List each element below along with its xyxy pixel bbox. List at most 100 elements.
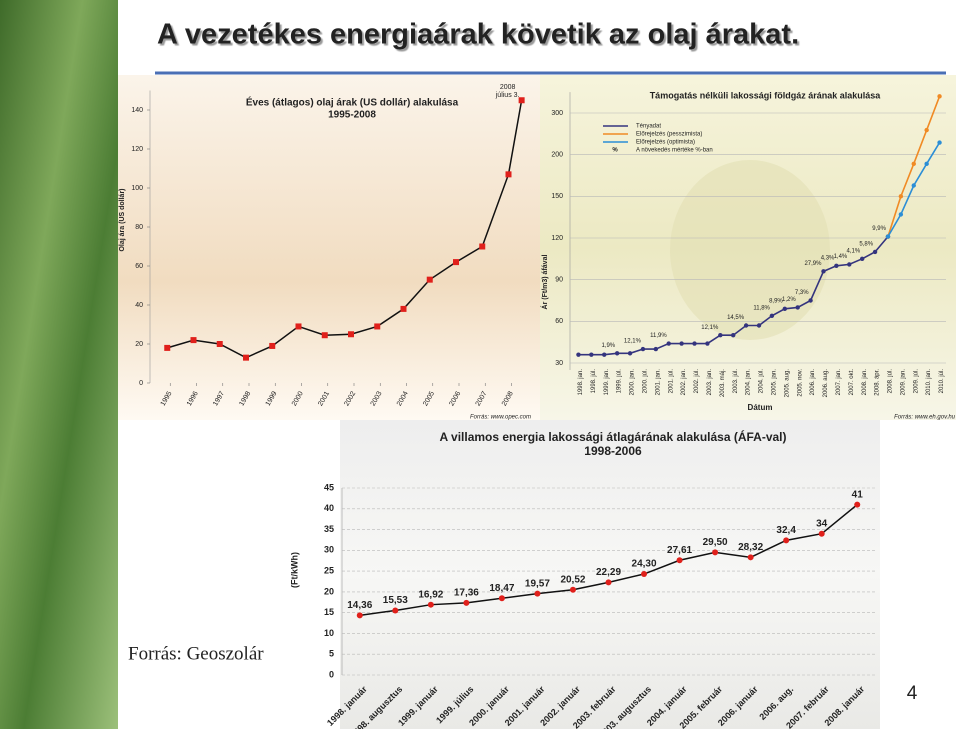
y-tick-label: 15	[324, 607, 334, 617]
data-marker	[190, 337, 197, 344]
value-label: 18,47	[489, 583, 514, 594]
y-tick-label: 30	[555, 360, 563, 367]
y-tick-label: 80	[135, 224, 143, 231]
data-marker	[783, 537, 790, 544]
data-marker	[756, 323, 762, 328]
y-tick-label: 200	[551, 152, 563, 159]
value-label: 17,36	[454, 588, 479, 599]
data-marker	[392, 607, 399, 614]
y-tick-label: 60	[555, 318, 563, 325]
y-tick-label: 90	[555, 277, 563, 284]
legend-label: A növekedés mértéke %-ban	[636, 148, 713, 154]
value-label: 15,53	[383, 595, 408, 606]
data-marker	[834, 263, 839, 268]
data-marker	[614, 351, 620, 356]
x-tick-label: 1999. jan.	[604, 369, 610, 396]
data-marker	[769, 313, 775, 318]
x-tick-label: 2002. júl.	[694, 369, 700, 394]
data-marker	[479, 243, 486, 250]
data-marker	[854, 501, 861, 508]
data-marker	[164, 344, 171, 351]
data-marker	[589, 352, 594, 357]
y-tick-label: 45	[324, 482, 334, 492]
data-marker	[924, 161, 929, 167]
x-tick-label: 2010. jan.	[926, 369, 932, 396]
x-tick-label: 2008. jan.	[862, 369, 868, 396]
y-tick-label: 40	[135, 302, 143, 309]
data-marker	[569, 586, 576, 593]
chart-source: Forrás: www.opec.com	[470, 415, 531, 421]
data-marker	[498, 595, 505, 602]
chart-subtitle: 1995-2008	[328, 110, 376, 121]
legend-label: Előrejelzés (pesszimista)	[636, 132, 702, 138]
data-marker	[641, 571, 648, 578]
value-label: 14,36	[347, 600, 372, 611]
y-tick-label: 120	[131, 146, 143, 153]
y-axis-title: (Ft/kWh)	[289, 552, 299, 588]
growth-label: 1,9%	[601, 343, 615, 349]
legend-symbol: %	[612, 148, 618, 154]
data-marker	[911, 161, 916, 167]
annotation: 2008	[500, 84, 516, 91]
data-marker	[924, 127, 929, 133]
data-marker	[705, 341, 710, 346]
x-tick-label: 2004. jan.	[746, 369, 752, 396]
slide-title: A vezetékes energiaárak követik az olaj …	[157, 19, 799, 51]
data-marker	[937, 140, 942, 145]
data-marker	[321, 332, 328, 339]
growth-label: 8,9%	[769, 298, 783, 304]
data-marker	[356, 612, 363, 619]
chart-subtitle: 1998-2006	[584, 444, 642, 458]
growth-label: 9,9%	[872, 226, 886, 232]
data-marker	[937, 94, 942, 99]
x-tick-label: 2010. júl.	[939, 369, 945, 394]
growth-label: 14,5%	[727, 315, 745, 321]
data-marker	[295, 323, 302, 330]
growth-label: 5,8%	[859, 241, 873, 247]
x-axis-title: Dátum	[748, 403, 773, 412]
x-tick-label: 2007. jan.	[836, 369, 842, 396]
x-tick-label: 2001. jan.	[655, 369, 661, 396]
oil-chart-background	[118, 75, 540, 420]
x-tick-label: 2007. okt.	[849, 369, 855, 396]
value-label: 20,52	[560, 574, 585, 585]
page-number: 4	[907, 683, 918, 704]
value-label: 16,92	[418, 589, 443, 600]
y-tick-label: 150	[551, 193, 563, 200]
data-marker	[453, 259, 459, 266]
x-tick-label: 2009. júl.	[913, 369, 919, 394]
annotation: július 3.	[495, 92, 520, 99]
value-label: 22,29	[596, 567, 621, 578]
data-marker	[743, 323, 749, 328]
source: Forrás: Geoszolár	[128, 643, 264, 664]
growth-label: 7,3%	[795, 290, 809, 296]
x-tick-label: 2000. júl.	[643, 369, 649, 394]
data-marker	[243, 354, 249, 361]
growth-label: 4,3%	[821, 255, 835, 261]
data-marker	[627, 351, 633, 356]
legend-label: Előrejelzés (optimista)	[636, 140, 695, 146]
y-tick-label: 20	[135, 341, 143, 348]
data-marker	[818, 530, 825, 537]
value-label: 41	[852, 489, 864, 500]
y-tick-label: 120	[551, 235, 563, 242]
x-tick-label: 1998. júl.	[591, 369, 597, 394]
y-axis-title: Ár (Ft/m3) áfával	[540, 255, 549, 310]
x-tick-label: 2000. jan.	[630, 369, 636, 396]
value-label: 19,57	[525, 578, 550, 589]
data-marker	[400, 305, 407, 312]
growth-label: 11,8%	[753, 305, 770, 311]
x-tick-label: 2009. jan.	[900, 369, 906, 396]
x-tick-label: 2005. jan.	[771, 369, 777, 396]
y-tick-label: 0	[139, 380, 143, 387]
growth-label: 12,1%	[701, 325, 719, 331]
y-tick-label: 140	[131, 107, 143, 114]
data-marker	[374, 323, 381, 330]
data-marker	[795, 305, 800, 310]
forest-strip	[0, 0, 118, 729]
data-marker	[427, 601, 434, 608]
data-marker	[666, 341, 671, 346]
data-marker	[747, 554, 754, 561]
